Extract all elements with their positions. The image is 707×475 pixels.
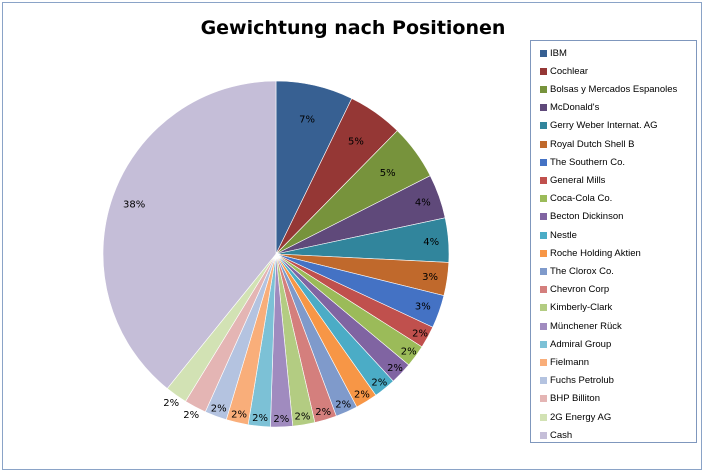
legend-item: Admiral Group [540, 336, 611, 352]
legend-swatch [540, 377, 547, 385]
pie-label-5: 3% [422, 272, 438, 283]
legend-swatch [540, 340, 547, 348]
legend-swatch [540, 67, 547, 75]
pie-label-20: 2% [163, 398, 179, 409]
legend-label: Gerry Weber Internat. AG [550, 120, 658, 132]
legend-item: Coca-Cola Co. [540, 191, 612, 207]
legend-item: Fuchs Petrolub [540, 373, 614, 389]
legend-label: 2G Energy AG [550, 411, 612, 423]
legend-label: General Mills [550, 174, 606, 186]
pie-label-9: 2% [387, 363, 403, 374]
legend-label: Bolsas y Mercados Espanoles [550, 83, 678, 95]
pie-label-2: 5% [380, 168, 396, 179]
legend-swatch [540, 104, 547, 112]
pie-label-7: 2% [412, 329, 428, 340]
legend-item: McDonald's [540, 100, 599, 116]
legend-label: Roche Holding Aktien [550, 247, 641, 259]
pie-label-21: 38% [123, 199, 145, 210]
legend-label: McDonald's [550, 102, 600, 114]
legend-item: Kimberly-Clark [540, 300, 612, 316]
pie-label-18: 2% [211, 404, 227, 415]
legend-swatch [540, 413, 547, 421]
pie-label-3: 4% [415, 198, 431, 209]
pie-label-10: 2% [371, 377, 387, 388]
legend-item: Cash [540, 427, 572, 443]
legend-label: Kimberly-Clark [550, 302, 613, 314]
legend-label: Admiral Group [550, 338, 612, 350]
legend-swatch [540, 176, 547, 184]
legend-label: Fuchs Petrolub [550, 375, 614, 387]
pie-label-0: 7% [299, 115, 315, 126]
legend-swatch [540, 213, 547, 221]
pie-label-11: 2% [354, 390, 370, 401]
legend-item: Fielmann [540, 354, 589, 370]
legend-swatch [540, 49, 547, 57]
pie-label-1: 5% [348, 136, 364, 147]
legend-label: Chevron Corp [550, 284, 610, 296]
legend-swatch [540, 140, 547, 148]
legend-label: Royal Dutch Shell B [550, 138, 635, 150]
legend-swatch [540, 395, 547, 403]
pie-label-16: 2% [252, 413, 268, 424]
legend-label: IBM [550, 47, 567, 59]
legend-item: The Clorox Co. [540, 263, 614, 279]
legend-label: Münchener Rück [550, 320, 622, 332]
legend-item: 2G Energy AG [540, 409, 611, 425]
legend-item: Royal Dutch Shell B [540, 136, 634, 152]
legend-item: BHP Billiton [540, 391, 600, 407]
pie-label-17: 2% [231, 410, 247, 421]
legend-swatch [540, 158, 547, 166]
pie-label-6: 3% [415, 301, 431, 312]
legend-swatch [540, 85, 547, 93]
legend-item: The Southern Co. [540, 154, 625, 170]
pie-label-15: 2% [273, 414, 289, 425]
legend-label: Becton Dickinson [550, 211, 624, 223]
legend-swatch [540, 431, 547, 439]
legend-item: Becton Dickinson [540, 209, 623, 225]
legend-label: Fielmann [550, 356, 590, 368]
pie-label-4: 4% [423, 237, 439, 248]
legend-label: Nestle [550, 229, 577, 241]
legend-swatch [540, 322, 547, 330]
legend-label: Coca-Cola Co. [550, 193, 613, 205]
legend-item: Cochlear [540, 63, 588, 79]
pie-label-8: 2% [401, 347, 417, 358]
legend-item: Münchener Rück [540, 318, 622, 334]
legend-item: Roche Holding Aktien [540, 245, 641, 261]
legend-label: Cash [550, 429, 573, 441]
legend-swatch [540, 122, 547, 130]
legend-item: Chevron Corp [540, 282, 609, 298]
legend-label: BHP Billiton [550, 393, 600, 405]
chart-title: Gewichtung nach Positionen [200, 17, 506, 39]
legend-swatch [540, 231, 547, 239]
legend-item: General Mills [540, 172, 605, 188]
pie-slice-21 [102, 80, 277, 389]
pie-label-14: 2% [295, 412, 311, 423]
legend-swatch [540, 358, 547, 366]
legend-label: The Clorox Co. [550, 265, 614, 277]
pie-label-12: 2% [335, 399, 351, 410]
pie-label-13: 2% [315, 407, 331, 418]
legend-item: Bolsas y Mercados Espanoles [540, 81, 677, 97]
pie-label-19: 2% [183, 410, 199, 421]
legend-label: Cochlear [550, 65, 589, 77]
legend-swatch [540, 195, 547, 203]
legend-item: IBM [540, 45, 567, 61]
legend-label: The Southern Co. [550, 156, 625, 168]
legend-item: Gerry Weber Internat. AG [540, 118, 658, 134]
legend-swatch [540, 249, 547, 257]
legend-swatch [540, 304, 547, 312]
legend-item: Nestle [540, 227, 577, 243]
legend-swatch [540, 267, 547, 275]
legend-swatch [540, 286, 547, 294]
chart-legend: IBM Cochlear Bolsas y Mercados Espanoles Mc… [530, 40, 697, 443]
